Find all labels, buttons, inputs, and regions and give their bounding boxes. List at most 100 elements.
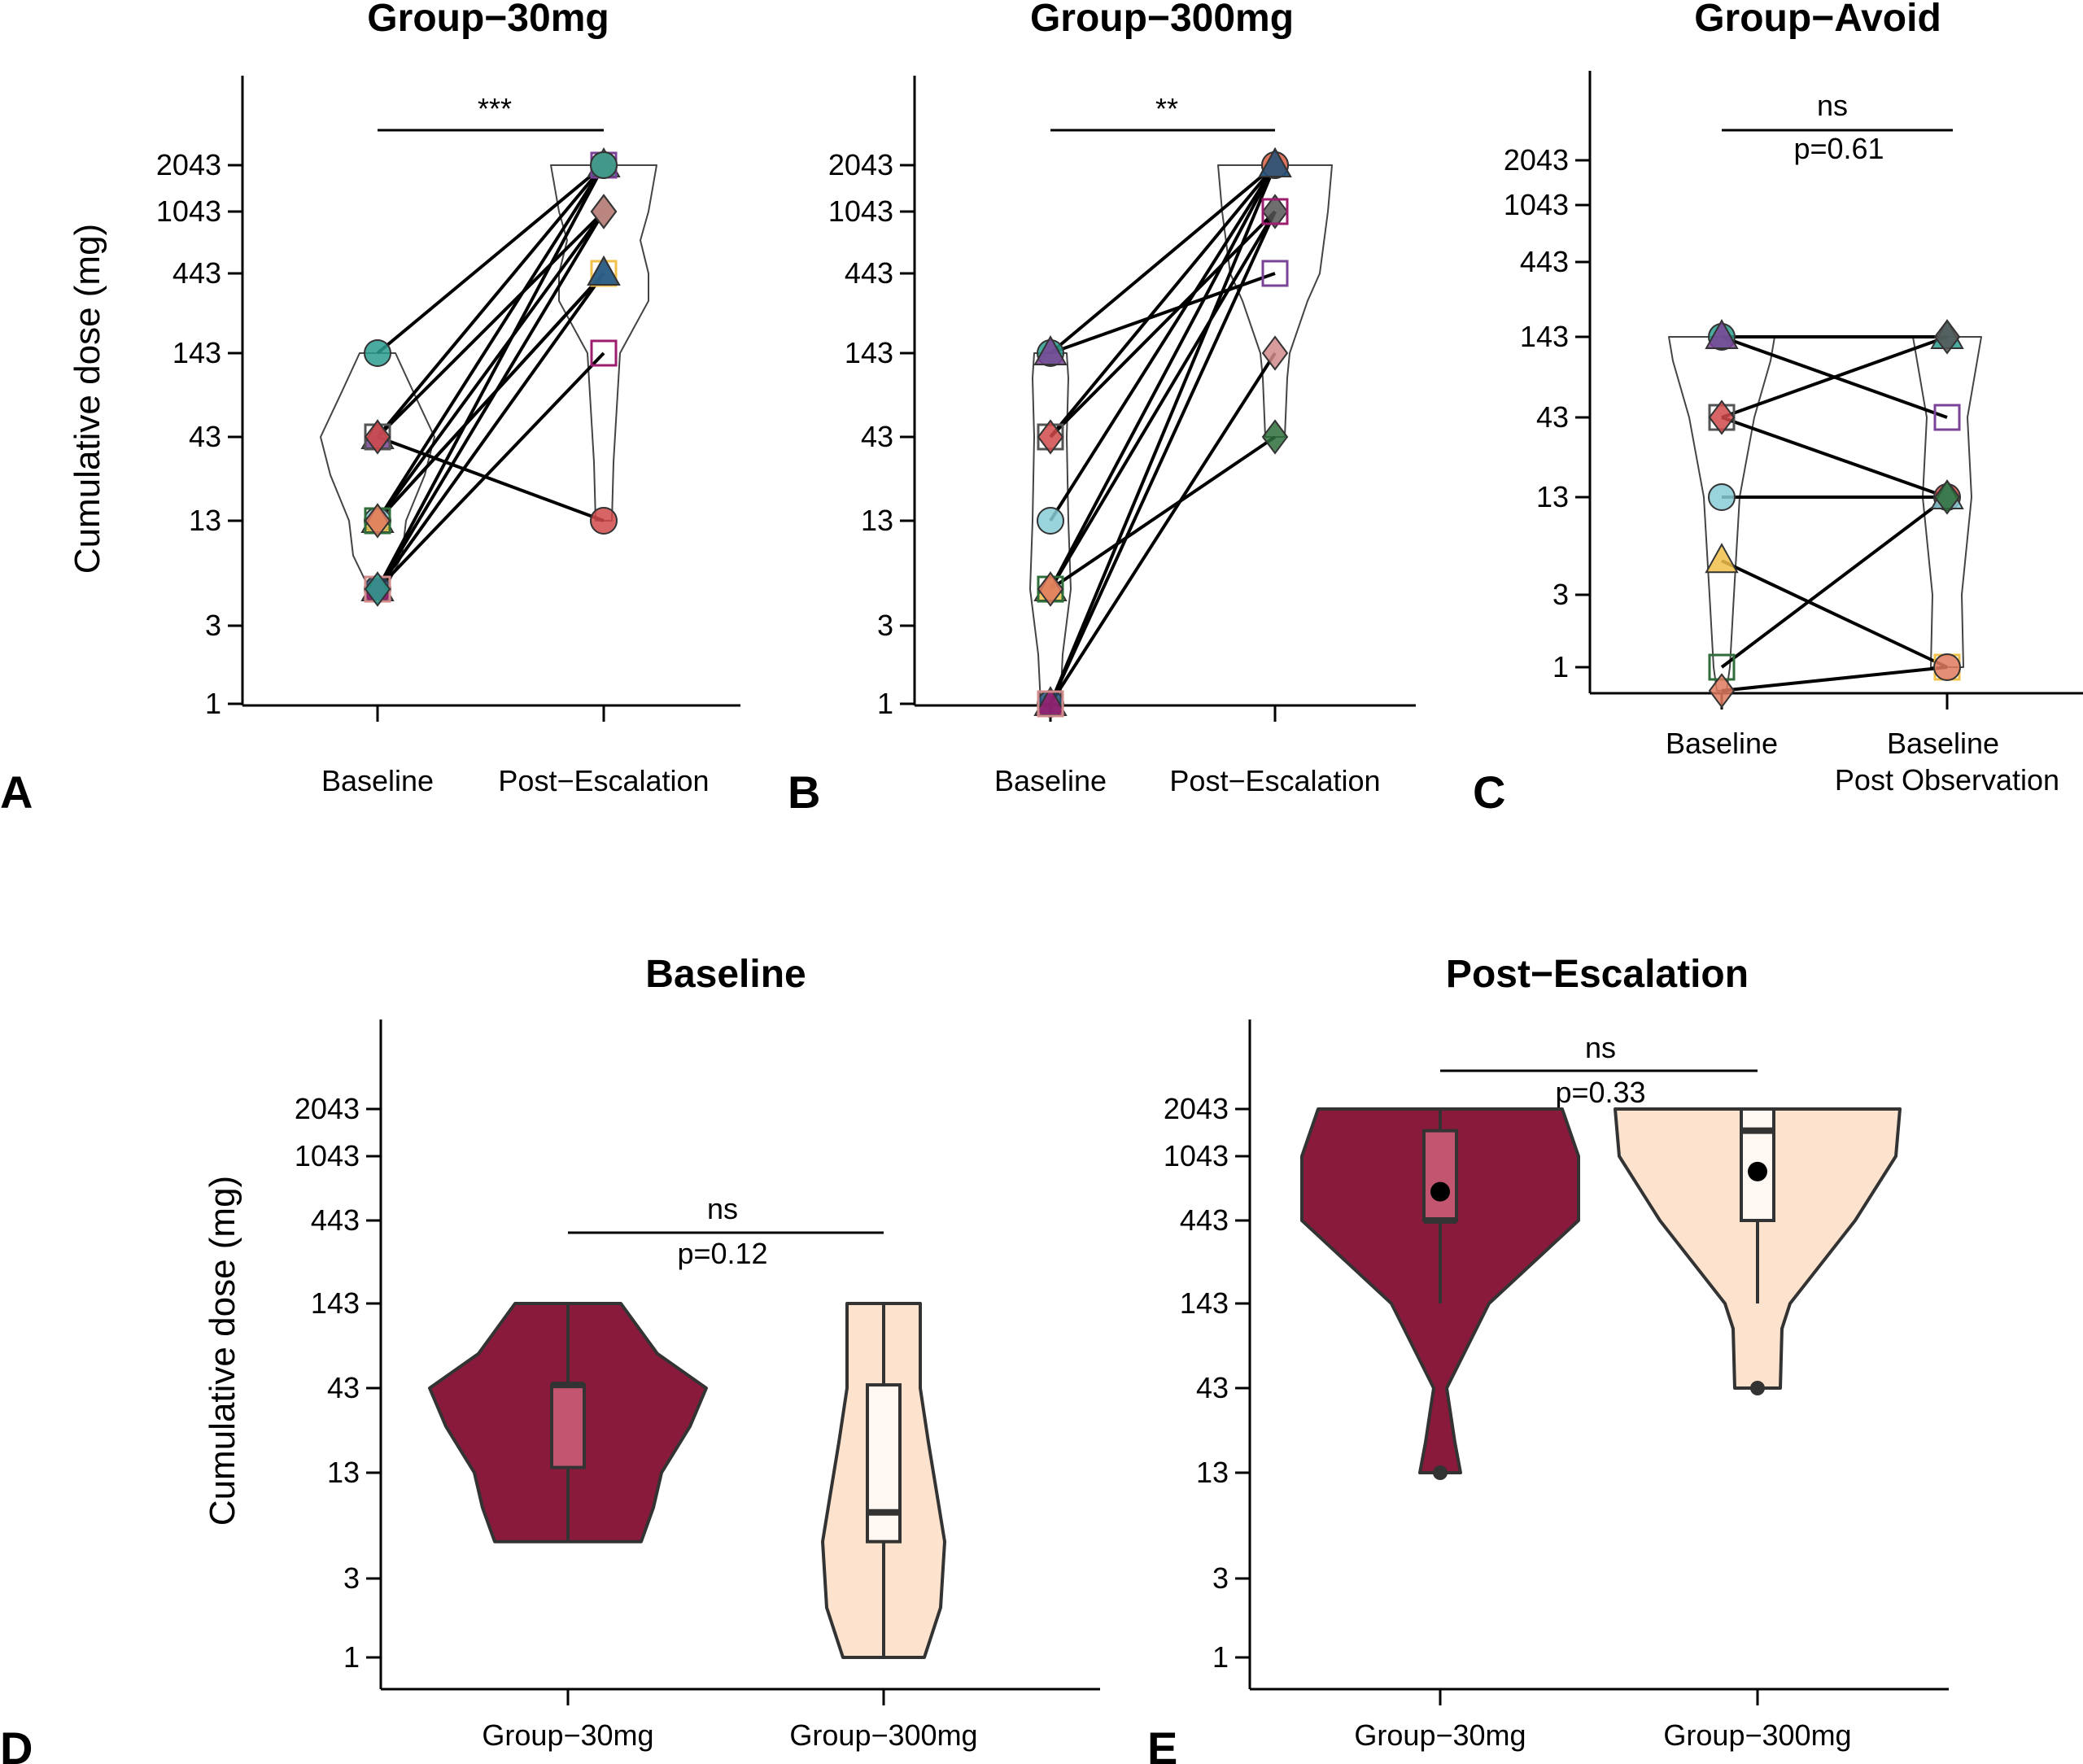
panel-c-marker — [1933, 653, 1961, 681]
panel-b-paired-line — [1049, 210, 1277, 439]
panel-b-paired-line — [1049, 210, 1277, 591]
panel-a-paired-line — [376, 164, 605, 591]
panel-c-marker — [1708, 400, 1736, 435]
panel-a-marker — [587, 255, 621, 286]
panel-b-marker — [1033, 334, 1068, 365]
y-tick-label: 1043 — [828, 194, 893, 228]
panel-b-marker — [1261, 335, 1289, 371]
panel-a-paired-line — [377, 435, 605, 522]
panel-a-significance: *** — [478, 92, 512, 125]
y-tick-label: 143 — [172, 336, 221, 369]
panel-e-300mg-mean-dot — [1748, 1161, 1767, 1181]
panel-d-category-label-30mg: Group−30mg — [482, 1718, 653, 1752]
panel-b-marker — [1261, 419, 1289, 455]
panel-a-violin-post — [550, 164, 657, 522]
panel-e-category-label-30mg: Group−30mg — [1354, 1718, 1526, 1752]
panel-b-paired-line — [1050, 272, 1276, 355]
panel-b-title: Group−300mg — [1030, 0, 1294, 40]
panel-e: Post−Escalation ns p=0.33 Group−30mg Gro… — [1147, 953, 1852, 1764]
panel-c-title: Group−Avoid — [1694, 0, 1941, 40]
y-tick-label: 13 — [1196, 1456, 1229, 1489]
panel-c-category-label-post-line1: Baseline — [1887, 727, 1999, 760]
panel-c-category-label-post-line2: Post Observation — [1835, 763, 2059, 797]
panel-c-paired-line — [1721, 559, 1948, 669]
panel-c-category-label-post: Baseline Post Observation — [1835, 727, 2059, 797]
panel-c-letter: C — [1473, 766, 1505, 818]
panel-a-letter: A — [0, 766, 33, 818]
y-tick-label: 13 — [327, 1456, 360, 1489]
panel-a-paired-line — [376, 272, 605, 522]
y-tick-label: 2043 — [1164, 1092, 1229, 1125]
panel-b: Group−300mg ** Baseline Post−Escalation … — [788, 0, 1381, 818]
y-tick-label: 3 — [1552, 578, 1569, 611]
y-tick-label: 143 — [845, 336, 893, 369]
panel-b-marker — [1261, 198, 1289, 225]
y-tick-label: 143 — [1520, 320, 1569, 353]
panel-e-300mg-outlier-dot — [1750, 1381, 1765, 1395]
y-tick-label: 443 — [1520, 245, 1569, 278]
panel-b-paired-line — [1049, 164, 1277, 522]
panel-b-marker — [1258, 146, 1292, 177]
panel-c-category-label-baseline: Baseline — [1666, 727, 1778, 760]
y-tick-label: 43 — [189, 420, 221, 453]
panel-e-title: Post−Escalation — [1446, 953, 1749, 996]
panel-d-p-value: p=0.12 — [677, 1237, 767, 1270]
panel-a-marker — [364, 419, 391, 455]
panel-c-marker — [1708, 483, 1736, 511]
panel-c-p-value: p=0.61 — [1793, 132, 1884, 165]
y-tick-label: 443 — [311, 1203, 360, 1237]
panel-b-significance: ** — [1155, 92, 1178, 125]
panel-d: Baseline Cumulative dose (mg) ns p=0.12 … — [0, 953, 978, 1764]
panel-d-significance: ns — [707, 1192, 738, 1225]
panel-c-marker — [1933, 404, 1961, 431]
panel-d-category-label-300mg: Group−300mg — [789, 1718, 977, 1752]
panel-c-paired-line — [1720, 496, 1949, 669]
panel-b-paired-line — [1049, 211, 1277, 705]
y-tick-label: 1 — [1552, 650, 1569, 683]
y-tick-label: 3 — [205, 609, 221, 642]
y-tick-label: 1 — [877, 687, 893, 720]
panel-b-letter: B — [788, 766, 820, 818]
panel-a-paired-line — [376, 351, 605, 591]
panel-c-marker — [1933, 479, 1961, 515]
y-tick-label: 443 — [845, 256, 893, 290]
panel-a: Group−30mg Cumulative dose (mg) *** Base… — [0, 0, 710, 818]
panel-e-30mg-box — [1422, 1129, 1458, 1222]
panel-a-marker — [590, 339, 618, 367]
panel-c-violin-baseline — [1668, 336, 1775, 692]
panel-b-violin-baseline — [1029, 352, 1072, 705]
panel-a-marker — [590, 151, 618, 179]
panel-b-paired-line — [1049, 351, 1277, 705]
panel-c-marker — [1705, 318, 1739, 349]
panel-b-paired-line — [1049, 164, 1277, 705]
y-tick-label: 1043 — [1164, 1139, 1229, 1172]
panel-c-paired-line — [1721, 416, 1948, 499]
panel-d-y-axis-label: Cumulative dose (mg) — [203, 1176, 242, 1526]
panel-d-title: Baseline — [645, 953, 806, 996]
panel-e-30mg-mean-dot — [1430, 1181, 1450, 1202]
panel-c-significance: ns — [1817, 89, 1848, 122]
panel-b-paired-line — [1049, 435, 1277, 591]
y-tick-label: 2043 — [156, 148, 221, 181]
panel-c: Group−Avoid ns p=0.61 Baseline Baseline … — [1473, 0, 2059, 818]
panel-a-marker — [590, 507, 618, 535]
y-tick-label: 13 — [1536, 480, 1569, 513]
panel-a-title: Group−30mg — [367, 0, 609, 40]
y-tick-label: 43 — [1536, 400, 1569, 434]
panel-b-paired-line — [1049, 164, 1277, 439]
panel-b-marker — [1037, 571, 1064, 607]
panel-a-marker — [364, 503, 391, 539]
panel-a-paired-line — [376, 272, 605, 591]
panel-a-category-label-post: Post−Escalation — [498, 764, 709, 797]
panel-a-paired-line — [376, 164, 605, 522]
panel-b-marker — [1261, 194, 1289, 229]
y-tick-label: 2043 — [1504, 143, 1569, 177]
y-tick-label: 43 — [327, 1371, 360, 1404]
panel-a-paired-line — [376, 164, 605, 439]
panel-a-violin-baseline — [320, 352, 435, 591]
panel-e-letter: E — [1147, 1723, 1177, 1764]
